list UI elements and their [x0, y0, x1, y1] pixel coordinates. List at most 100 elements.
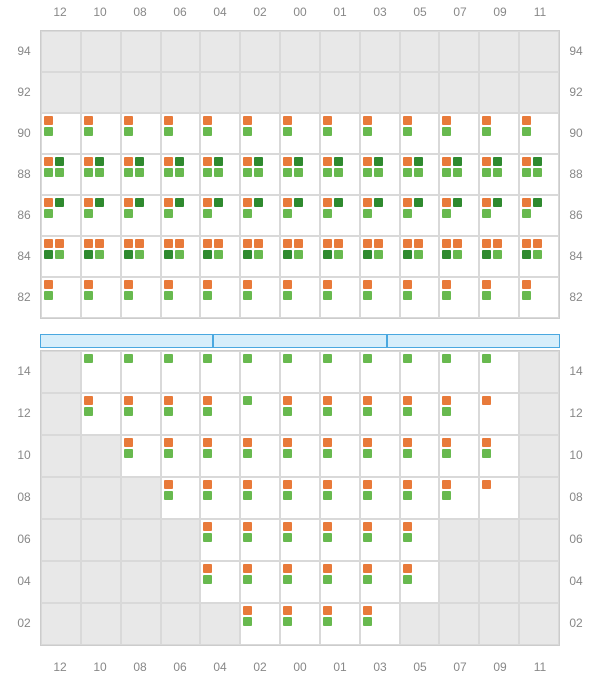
- seat-cell[interactable]: [240, 277, 280, 318]
- seat-cell[interactable]: [81, 277, 121, 318]
- seat-cell[interactable]: [240, 195, 280, 236]
- seat-cell[interactable]: [400, 236, 440, 277]
- seat-cell[interactable]: [519, 154, 559, 195]
- seat-cell[interactable]: [479, 477, 519, 519]
- seat-cell[interactable]: [320, 477, 360, 519]
- seat-cell[interactable]: [200, 236, 240, 277]
- seat-cell[interactable]: [41, 113, 81, 154]
- seat-cell[interactable]: [320, 393, 360, 435]
- seat-cell[interactable]: [161, 277, 201, 318]
- seat-cell[interactable]: [360, 393, 400, 435]
- seat-cell[interactable]: [360, 236, 400, 277]
- seat-cell[interactable]: [439, 195, 479, 236]
- divider-segment[interactable]: [40, 334, 213, 348]
- seat-cell[interactable]: [519, 236, 559, 277]
- seat-cell[interactable]: [161, 236, 201, 277]
- seat-cell[interactable]: [121, 435, 161, 477]
- seat-cell[interactable]: [519, 195, 559, 236]
- seat-cell[interactable]: [320, 113, 360, 154]
- seat-cell[interactable]: [280, 351, 320, 393]
- seat-cell[interactable]: [479, 393, 519, 435]
- seat-cell[interactable]: [240, 477, 280, 519]
- seat-cell[interactable]: [161, 435, 201, 477]
- seat-cell[interactable]: [400, 519, 440, 561]
- seat-cell[interactable]: [479, 195, 519, 236]
- seat-cell[interactable]: [41, 195, 81, 236]
- seat-cell[interactable]: [439, 477, 479, 519]
- seat-cell[interactable]: [400, 351, 440, 393]
- divider-segment[interactable]: [213, 334, 386, 348]
- seat-cell[interactable]: [479, 113, 519, 154]
- seat-cell[interactable]: [360, 113, 400, 154]
- seat-cell[interactable]: [479, 351, 519, 393]
- seat-cell[interactable]: [200, 393, 240, 435]
- seat-cell[interactable]: [320, 236, 360, 277]
- seat-cell[interactable]: [479, 435, 519, 477]
- seat-cell[interactable]: [81, 154, 121, 195]
- seat-cell[interactable]: [400, 195, 440, 236]
- seat-cell[interactable]: [400, 393, 440, 435]
- seat-cell[interactable]: [81, 393, 121, 435]
- seat-cell[interactable]: [121, 351, 161, 393]
- seat-cell[interactable]: [360, 277, 400, 318]
- seat-cell[interactable]: [240, 435, 280, 477]
- seat-cell[interactable]: [81, 351, 121, 393]
- seat-cell[interactable]: [519, 113, 559, 154]
- seat-cell[interactable]: [200, 519, 240, 561]
- seat-cell[interactable]: [400, 277, 440, 318]
- seat-cell[interactable]: [280, 236, 320, 277]
- seat-cell[interactable]: [400, 154, 440, 195]
- seat-cell[interactable]: [200, 351, 240, 393]
- seat-cell[interactable]: [200, 154, 240, 195]
- seat-cell[interactable]: [240, 603, 280, 645]
- seat-cell[interactable]: [161, 477, 201, 519]
- seat-cell[interactable]: [320, 277, 360, 318]
- seat-cell[interactable]: [280, 519, 320, 561]
- seat-cell[interactable]: [41, 154, 81, 195]
- seat-cell[interactable]: [161, 154, 201, 195]
- seat-cell[interactable]: [280, 393, 320, 435]
- seat-cell[interactable]: [439, 154, 479, 195]
- seat-cell[interactable]: [360, 519, 400, 561]
- seat-cell[interactable]: [121, 195, 161, 236]
- seat-cell[interactable]: [439, 393, 479, 435]
- seat-cell[interactable]: [200, 113, 240, 154]
- seat-cell[interactable]: [41, 277, 81, 318]
- seat-cell[interactable]: [200, 477, 240, 519]
- seat-cell[interactable]: [161, 195, 201, 236]
- seat-cell[interactable]: [280, 195, 320, 236]
- seat-cell[interactable]: [439, 435, 479, 477]
- seat-cell[interactable]: [81, 236, 121, 277]
- seat-cell[interactable]: [400, 561, 440, 603]
- seat-cell[interactable]: [519, 277, 559, 318]
- seat-cell[interactable]: [81, 113, 121, 154]
- seat-cell[interactable]: [400, 113, 440, 154]
- seat-cell[interactable]: [280, 277, 320, 318]
- seat-cell[interactable]: [280, 477, 320, 519]
- seat-cell[interactable]: [439, 277, 479, 318]
- seat-cell[interactable]: [121, 236, 161, 277]
- seat-cell[interactable]: [400, 477, 440, 519]
- seat-cell[interactable]: [161, 351, 201, 393]
- seat-cell[interactable]: [161, 113, 201, 154]
- seat-cell[interactable]: [280, 435, 320, 477]
- seat-cell[interactable]: [121, 277, 161, 318]
- seat-cell[interactable]: [280, 154, 320, 195]
- seat-cell[interactable]: [320, 435, 360, 477]
- seat-cell[interactable]: [240, 113, 280, 154]
- seat-cell[interactable]: [41, 236, 81, 277]
- seat-cell[interactable]: [280, 113, 320, 154]
- seat-cell[interactable]: [479, 154, 519, 195]
- seat-cell[interactable]: [240, 393, 280, 435]
- seat-cell[interactable]: [360, 351, 400, 393]
- seat-cell[interactable]: [280, 561, 320, 603]
- seat-cell[interactable]: [360, 603, 400, 645]
- seat-cell[interactable]: [240, 351, 280, 393]
- seat-cell[interactable]: [240, 519, 280, 561]
- seat-cell[interactable]: [360, 561, 400, 603]
- seat-cell[interactable]: [200, 195, 240, 236]
- seat-cell[interactable]: [280, 603, 320, 645]
- seat-cell[interactable]: [320, 195, 360, 236]
- seat-cell[interactable]: [81, 195, 121, 236]
- seat-cell[interactable]: [439, 236, 479, 277]
